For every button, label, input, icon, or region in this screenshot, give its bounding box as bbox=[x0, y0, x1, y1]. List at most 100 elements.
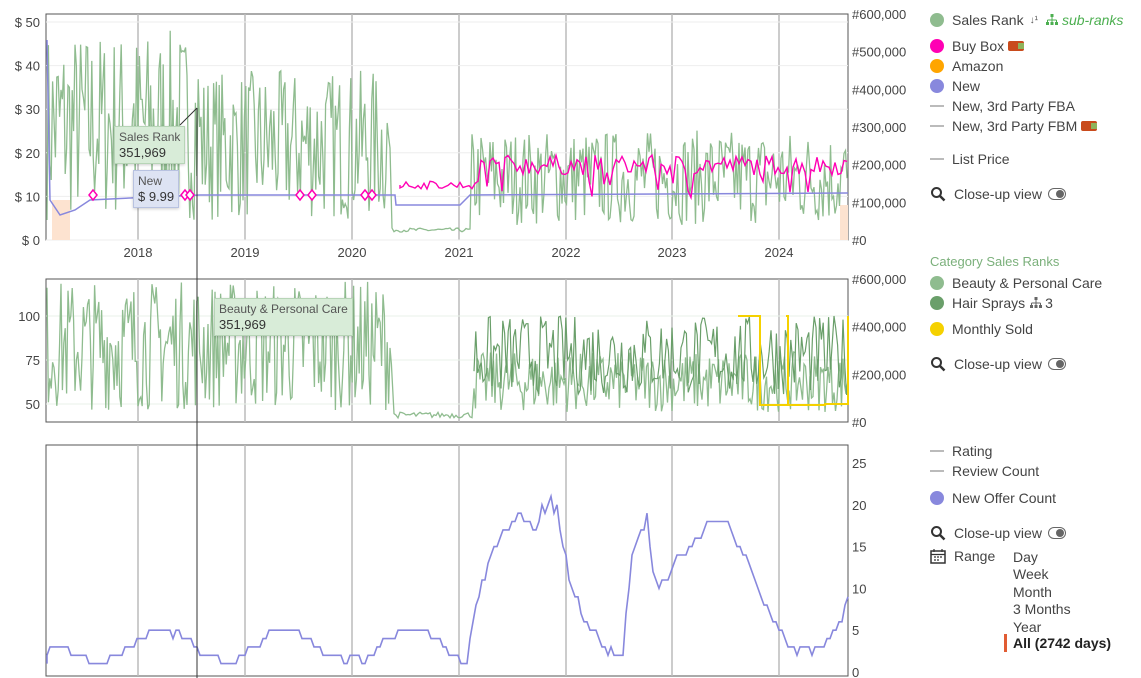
left-tick-label: 50 bbox=[26, 397, 40, 412]
beauty-label: Beauty & Personal Care bbox=[952, 275, 1103, 291]
legend-sales-rank[interactable]: Sales Rank ↓¹ sub-ranks bbox=[930, 12, 1123, 28]
right-tick-label: 0 bbox=[852, 665, 859, 678]
range-day[interactable]: Day bbox=[1013, 549, 1038, 565]
x-tick-label: 2024 bbox=[765, 245, 794, 260]
closeup-toggle[interactable] bbox=[1047, 527, 1066, 539]
legend-new[interactable]: New bbox=[930, 78, 980, 94]
legend-hair-sprays[interactable]: Hair Sprays 3 bbox=[930, 295, 1053, 311]
closeup-toggle[interactable] bbox=[1047, 358, 1066, 370]
legend-buy-box[interactable]: Buy Box bbox=[930, 38, 1025, 54]
legend-beauty[interactable]: Beauty & Personal Care bbox=[930, 275, 1102, 291]
hair-sprays-count: 3 bbox=[1045, 295, 1053, 311]
tooltip-title: Beauty & Personal Care bbox=[219, 302, 348, 316]
amazon-label: Amazon bbox=[952, 58, 1004, 74]
right-tick-label: #200,000 bbox=[852, 158, 906, 173]
sub-ranks-icon bbox=[1030, 297, 1043, 308]
legend-new-fba[interactable]: New, 3rd Party FBA bbox=[930, 98, 1075, 114]
new-offer-label: New Offer Count bbox=[952, 490, 1057, 506]
review-count-label: Review Count bbox=[952, 463, 1040, 479]
legend-rating[interactable]: Rating bbox=[930, 443, 992, 459]
range-3-months[interactable]: 3 Months bbox=[1013, 601, 1071, 617]
right-tick-label: #400,000 bbox=[852, 320, 906, 335]
right-tick-label: #500,000 bbox=[852, 45, 906, 60]
tooltip-title: New bbox=[138, 174, 163, 188]
truck-icon bbox=[1008, 41, 1025, 51]
buy-box-marker bbox=[88, 188, 98, 202]
x-tick-label: 2021 bbox=[445, 245, 474, 260]
rating-dash-icon bbox=[930, 450, 944, 452]
buy-box-marker bbox=[367, 188, 377, 202]
new-offer-count-line bbox=[46, 493, 849, 665]
legend-panel: Sales Rank ↓¹ sub-ranks Buy Box Amazon N… bbox=[930, 0, 1141, 678]
tooltip-value: $ 9.99 bbox=[138, 189, 175, 204]
plot-frame bbox=[45, 444, 849, 677]
cursor-pointer-line bbox=[179, 107, 198, 126]
range-selected-indicator bbox=[1004, 634, 1007, 652]
closeup-label: Close-up view bbox=[954, 186, 1042, 202]
left-tick-label: 100 bbox=[18, 309, 40, 324]
x-tick-label: 2018 bbox=[124, 245, 153, 260]
magnifier-icon bbox=[931, 187, 946, 202]
right-tick-label: #200,000 bbox=[852, 367, 906, 382]
closeup-view-1[interactable]: Close-up view bbox=[930, 186, 1066, 202]
range-row: Range bbox=[930, 548, 995, 564]
right-tick-label: 10 bbox=[852, 581, 866, 596]
buy-box-line bbox=[399, 152, 848, 201]
new-fba-dash-icon bbox=[930, 105, 944, 107]
range-all[interactable]: All (2742 days) bbox=[1013, 635, 1112, 651]
new-fbm-dash-icon bbox=[930, 125, 944, 127]
right-tick-label: 25 bbox=[852, 456, 866, 471]
legend-new-offer-count[interactable]: New Offer Count bbox=[930, 490, 1056, 506]
left-tick-label: $ 20 bbox=[15, 146, 40, 161]
magnifier-icon bbox=[931, 357, 946, 372]
charts-area[interactable]: $ 0 $ 10 $ 20 $ 30 $ 40 $ 50 #0 #100,000 #200,00… bbox=[0, 0, 930, 678]
new-offer-dot-icon bbox=[930, 491, 944, 505]
closeup-view-3[interactable]: Close-up view bbox=[930, 525, 1066, 541]
plot-frame bbox=[45, 278, 849, 423]
hair-sprays-label: Hair Sprays bbox=[952, 295, 1026, 311]
legend-monthly-sold[interactable]: Monthly Sold bbox=[930, 321, 1033, 337]
buy-box-marker bbox=[295, 188, 305, 202]
sales-rank-label: Sales Rank bbox=[952, 12, 1024, 28]
closeup-view-2[interactable]: Close-up view bbox=[930, 356, 1066, 372]
rating-label: Rating bbox=[952, 443, 993, 459]
range-month[interactable]: Month bbox=[1013, 584, 1052, 600]
x-tick-label: 2019 bbox=[231, 245, 260, 260]
list-price-label: List Price bbox=[952, 151, 1010, 167]
tooltip-beauty: Beauty & Personal Care 351,969 bbox=[214, 298, 353, 336]
sort-icon[interactable]: ↓¹ bbox=[1029, 14, 1038, 26]
tooltip-value: 351,969 bbox=[119, 145, 166, 160]
left-tick-label: $ 50 bbox=[15, 15, 40, 30]
left-tick-label: $ 30 bbox=[15, 102, 40, 117]
x-tick-label: 2023 bbox=[658, 245, 687, 260]
range-year[interactable]: Year bbox=[1013, 619, 1042, 635]
magnifier-icon bbox=[931, 526, 946, 541]
sub-ranks-icon[interactable] bbox=[1045, 14, 1058, 26]
x-tick-label: 2020 bbox=[338, 245, 367, 260]
tooltip-new: New $ 9.99 bbox=[133, 170, 180, 208]
sub-ranks-link[interactable]: sub-ranks bbox=[1061, 12, 1124, 28]
new-fbm-label: New, 3rd Party FBM bbox=[952, 118, 1078, 134]
legend-list-price[interactable]: List Price bbox=[930, 151, 1010, 167]
beauty-rank-line bbox=[46, 281, 849, 420]
truck-icon bbox=[1081, 121, 1098, 131]
tooltip-title: Sales Rank bbox=[119, 130, 181, 144]
tooltip-sales-rank: Sales Rank 351,969 bbox=[114, 126, 186, 164]
range-label: Range bbox=[954, 548, 996, 564]
new-dot-icon bbox=[930, 79, 944, 93]
review-count-dash-icon bbox=[930, 470, 944, 472]
legend-new-fbm[interactable]: New, 3rd Party FBM bbox=[930, 118, 1098, 134]
range-week[interactable]: Week bbox=[1013, 566, 1049, 582]
right-tick-label: #400,000 bbox=[852, 82, 906, 97]
beauty-dot-icon bbox=[930, 276, 944, 290]
hair-sprays-rank-line bbox=[473, 315, 848, 396]
right-tick-label: 20 bbox=[852, 498, 866, 513]
x-tick-label: 2022 bbox=[552, 245, 581, 260]
legend-amazon[interactable]: Amazon bbox=[930, 58, 1003, 74]
monthly-sold-label: Monthly Sold bbox=[952, 321, 1033, 337]
new-fba-label: New, 3rd Party FBA bbox=[952, 98, 1075, 114]
legend-review-count[interactable]: Review Count bbox=[930, 463, 1039, 479]
left-tick-label: $ 0 bbox=[22, 233, 40, 248]
left-tick-label: $ 40 bbox=[15, 59, 40, 74]
closeup-toggle[interactable] bbox=[1047, 188, 1066, 200]
